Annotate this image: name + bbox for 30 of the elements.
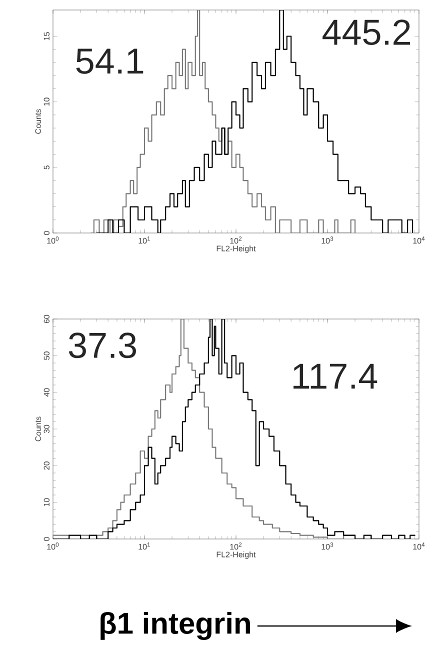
y-tick-label: 30 xyxy=(44,424,50,434)
y-tick-label: 5 xyxy=(44,166,50,170)
y-tick-label: 10 xyxy=(44,498,50,506)
x-tick-label: 10$^{3}$ xyxy=(322,236,334,244)
x-axis-title: FL2-Height xyxy=(216,245,256,253)
x-tick-label: 10$^{0}$ xyxy=(47,236,59,244)
y-tick-label: 10 xyxy=(44,98,50,106)
y-tick-label: 0 xyxy=(44,231,50,235)
x-tick-label: 10$^{3}$ xyxy=(322,542,334,550)
x-tick-label: 10$^{1}$ xyxy=(138,542,150,550)
x-tick-label: 10$^{1}$ xyxy=(138,236,150,244)
x-tick-label: 10$^{2}$ xyxy=(230,236,242,244)
x-tick-label: 10$^{0}$ xyxy=(47,542,59,550)
y-tick-label: 20 xyxy=(44,462,50,470)
y-tick-label: 15 xyxy=(44,32,50,40)
annotation: 37.3 xyxy=(68,332,136,358)
text: β1 integrin xyxy=(100,612,250,640)
annotation: 445.2 xyxy=(322,20,410,46)
y-tick-label: 50 xyxy=(44,352,50,360)
annotation: 117.4 xyxy=(294,364,378,389)
x-tick-label: 10$^{2}$ xyxy=(230,542,242,550)
y-tick-label: 40 xyxy=(44,388,50,397)
y-tick-label: 60 xyxy=(44,314,50,324)
x-axis-title: FL2-Height xyxy=(216,551,256,559)
x-tick-label: 10$^{4}$ xyxy=(413,542,425,550)
y-axis-title: Counts xyxy=(35,109,41,134)
y-axis-title: Counts xyxy=(35,416,41,442)
y-tick-label: 0 xyxy=(44,537,50,541)
x-tick-label: 10$^{4}$ xyxy=(413,236,425,244)
annotation: 54.1 xyxy=(76,48,144,74)
